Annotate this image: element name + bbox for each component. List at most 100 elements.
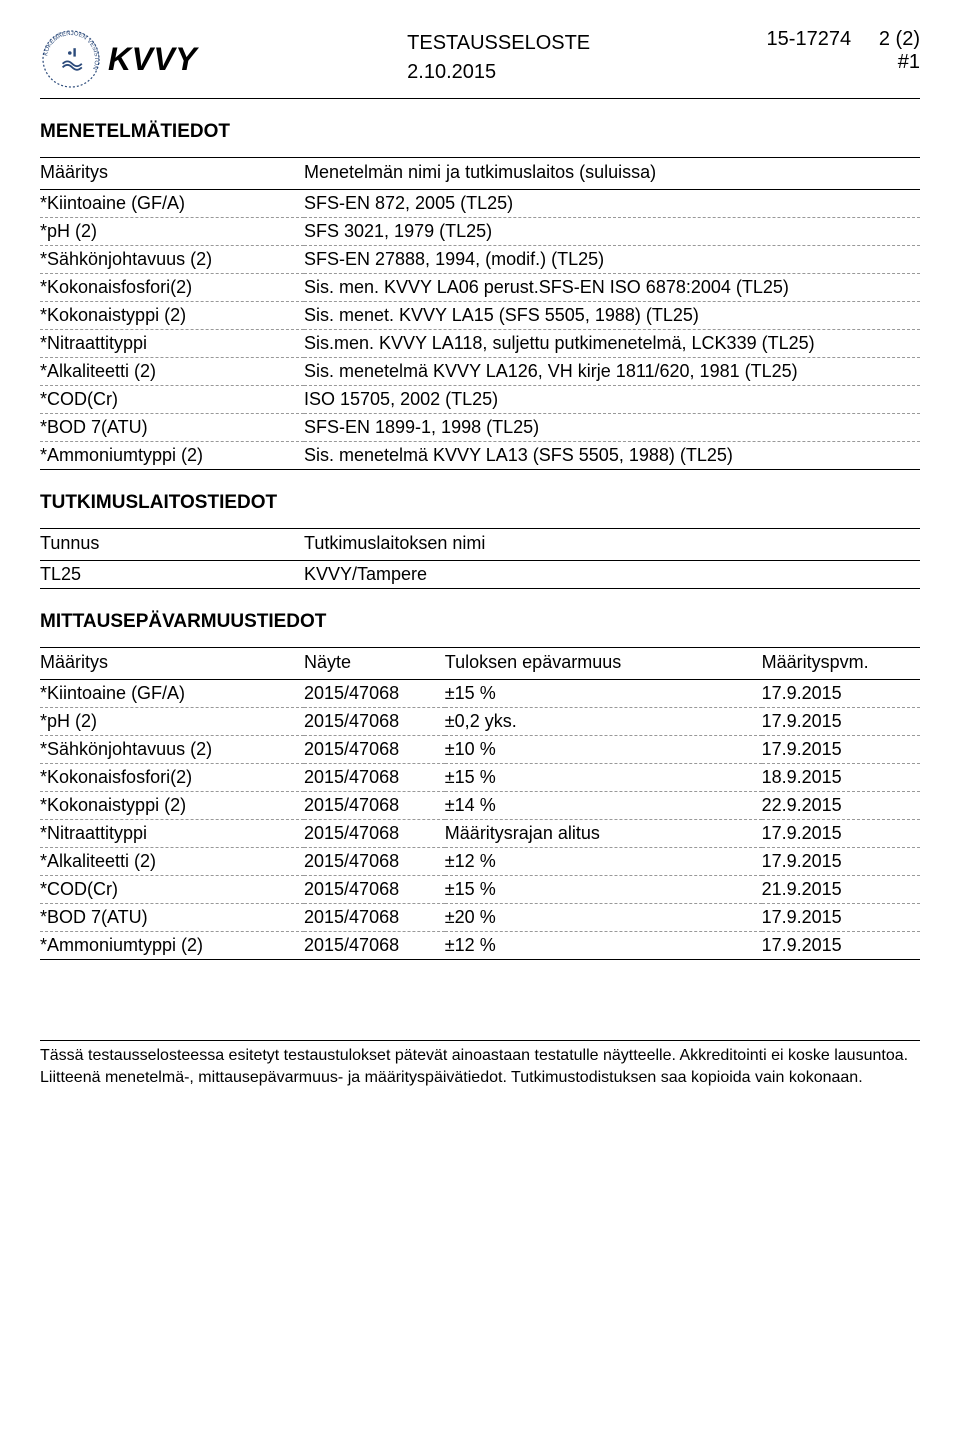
table-cell: 17.9.2015 bbox=[762, 680, 920, 708]
section-title-methods: MENETELMÄTIEDOT bbox=[40, 121, 920, 143]
document-number: 15-17274 bbox=[767, 28, 852, 50]
table-cell: *Nitraattityppi bbox=[40, 820, 304, 848]
table-cell: ±15 % bbox=[445, 764, 762, 792]
table-cell: SFS-EN 27888, 1994, (modif.) (TL25) bbox=[304, 246, 920, 274]
table-cell: *pH (2) bbox=[40, 218, 304, 246]
table-cell: *Nitraattityppi bbox=[40, 330, 304, 358]
header-rule bbox=[40, 98, 920, 99]
table-cell: 22.9.2015 bbox=[762, 792, 920, 820]
page-indicator: 2 (2) bbox=[879, 28, 920, 50]
table-cell: TL25 bbox=[40, 561, 304, 589]
table-cell: *BOD 7(ATU) bbox=[40, 904, 304, 932]
table-row: *BOD 7(ATU)2015/47068±20 %17.9.2015 bbox=[40, 904, 920, 932]
section-title-labs: TUTKIMUSLAITOSTIEDOT bbox=[40, 492, 920, 514]
table-row: *Nitraattityppi2015/47068Määritysrajan a… bbox=[40, 820, 920, 848]
table-cell: ±14 % bbox=[445, 792, 762, 820]
table-cell: 18.9.2015 bbox=[762, 764, 920, 792]
table-cell: *BOD 7(ATU) bbox=[40, 414, 304, 442]
table-cell: *Kokonaistyppi (2) bbox=[40, 302, 304, 330]
table-row: *Alkaliteetti (2)Sis. menetelmä KVVY LA1… bbox=[40, 358, 920, 386]
table-cell: 17.9.2015 bbox=[762, 848, 920, 876]
table-cell: ±12 % bbox=[445, 932, 762, 960]
table-row: *Kokonaistyppi (2)Sis. menet. KVVY LA15 … bbox=[40, 302, 920, 330]
header-right: 15-17274 2 (2) #1 bbox=[767, 28, 920, 74]
uncert-head-c1: Määritys bbox=[40, 648, 304, 680]
footer-line-2: Liitteenä menetelmä-, mittausepävarmuus-… bbox=[40, 1067, 920, 1089]
document-hash: #1 bbox=[767, 51, 920, 74]
table-cell: *Kiintoaine (GF/A) bbox=[40, 190, 304, 218]
table-row: *Ammoniumtyppi (2)2015/47068±12 %17.9.20… bbox=[40, 932, 920, 960]
table-cell: *COD(Cr) bbox=[40, 386, 304, 414]
table-cell: 2015/47068 bbox=[304, 932, 445, 960]
methods-head-left: Määritys bbox=[40, 158, 304, 190]
table-row: *BOD 7(ATU)SFS-EN 1899-1, 1998 (TL25) bbox=[40, 414, 920, 442]
table-cell: 2015/47068 bbox=[304, 680, 445, 708]
table-cell: Sis. menetelmä KVVY LA13 (SFS 5505, 1988… bbox=[304, 442, 920, 470]
seal-icon: KOKEMÄENJOEN VESISTÖN bbox=[40, 28, 102, 90]
uncert-head-c4: Määrityspvm. bbox=[762, 648, 920, 680]
table-cell: *Alkaliteetti (2) bbox=[40, 358, 304, 386]
table-cell: KVVY/Tampere bbox=[304, 561, 920, 589]
page-container: KOKEMÄENJOEN VESISTÖN KVVY TESTAUSSELOST… bbox=[0, 0, 960, 1128]
table-cell: 2015/47068 bbox=[304, 708, 445, 736]
table-cell: 17.9.2015 bbox=[762, 736, 920, 764]
table-row: *Kokonaistyppi (2)2015/47068±14 %22.9.20… bbox=[40, 792, 920, 820]
table-cell: ±10 % bbox=[445, 736, 762, 764]
table-cell: 2015/47068 bbox=[304, 904, 445, 932]
table-cell: *pH (2) bbox=[40, 708, 304, 736]
table-cell: SFS 3021, 1979 (TL25) bbox=[304, 218, 920, 246]
table-cell: 21.9.2015 bbox=[762, 876, 920, 904]
table-row: *COD(Cr)2015/47068±15 %21.9.2015 bbox=[40, 876, 920, 904]
table-row: *pH (2)SFS 3021, 1979 (TL25) bbox=[40, 218, 920, 246]
table-cell: Sis. menet. KVVY LA15 (SFS 5505, 1988) (… bbox=[304, 302, 920, 330]
table-row: *NitraattityppiSis.men. KVVY LA118, sulj… bbox=[40, 330, 920, 358]
table-row: *Kiintoaine (GF/A)2015/47068±15 %17.9.20… bbox=[40, 680, 920, 708]
footer: Tässä testausselosteessa esitetyt testau… bbox=[40, 1040, 920, 1088]
table-cell: 2015/47068 bbox=[304, 764, 445, 792]
header-center: TESTAUSSELOSTE 2.10.2015 bbox=[407, 32, 590, 84]
table-row: *pH (2)2015/47068±0,2 yks.17.9.2015 bbox=[40, 708, 920, 736]
table-cell: SFS-EN 1899-1, 1998 (TL25) bbox=[304, 414, 920, 442]
logo-block: KOKEMÄENJOEN VESISTÖN KVVY bbox=[40, 28, 197, 90]
table-cell: *Kokonaisfosfori(2) bbox=[40, 274, 304, 302]
uncert-head-c2: Näyte bbox=[304, 648, 445, 680]
document-title: TESTAUSSELOSTE bbox=[407, 32, 590, 55]
table-cell: Määritysrajan alitus bbox=[445, 820, 762, 848]
table-cell: *Alkaliteetti (2) bbox=[40, 848, 304, 876]
brand-text: KVVY bbox=[108, 41, 197, 78]
table-cell: 2015/47068 bbox=[304, 876, 445, 904]
table-cell: 17.9.2015 bbox=[762, 904, 920, 932]
labs-table: Tunnus Tutkimuslaitoksen nimi TL25KVVY/T… bbox=[40, 528, 920, 589]
table-row: *Sähkönjohtavuus (2)SFS-EN 27888, 1994, … bbox=[40, 246, 920, 274]
header: KOKEMÄENJOEN VESISTÖN KVVY TESTAUSSELOST… bbox=[40, 28, 920, 90]
footer-line-1: Tässä testausselosteessa esitetyt testau… bbox=[40, 1045, 920, 1067]
table-cell: ±15 % bbox=[445, 876, 762, 904]
table-cell: ±12 % bbox=[445, 848, 762, 876]
table-cell: 2015/47068 bbox=[304, 820, 445, 848]
table-cell: 2015/47068 bbox=[304, 736, 445, 764]
table-row: TL25KVVY/Tampere bbox=[40, 561, 920, 589]
table-row: *Sähkönjohtavuus (2)2015/47068±10 %17.9.… bbox=[40, 736, 920, 764]
table-cell: SFS-EN 872, 2005 (TL25) bbox=[304, 190, 920, 218]
table-cell: ISO 15705, 2002 (TL25) bbox=[304, 386, 920, 414]
table-cell: *Kokonaisfosfori(2) bbox=[40, 764, 304, 792]
labs-head-left: Tunnus bbox=[40, 529, 304, 561]
table-cell: 17.9.2015 bbox=[762, 820, 920, 848]
table-cell: ±20 % bbox=[445, 904, 762, 932]
document-date: 2.10.2015 bbox=[407, 61, 590, 84]
section-title-uncertainty: MITTAUSEPÄVARMUUSTIEDOT bbox=[40, 611, 920, 633]
uncert-head-c3: Tuloksen epävarmuus bbox=[445, 648, 762, 680]
table-row: *Kokonaisfosfori(2)2015/47068±15 %18.9.2… bbox=[40, 764, 920, 792]
table-row: *COD(Cr)ISO 15705, 2002 (TL25) bbox=[40, 386, 920, 414]
table-cell: *Kokonaistyppi (2) bbox=[40, 792, 304, 820]
table-cell: 17.9.2015 bbox=[762, 708, 920, 736]
table-row: *Kiintoaine (GF/A)SFS-EN 872, 2005 (TL25… bbox=[40, 190, 920, 218]
table-cell: *Ammoniumtyppi (2) bbox=[40, 442, 304, 470]
table-cell: Sis. menetelmä KVVY LA126, VH kirje 1811… bbox=[304, 358, 920, 386]
table-cell: *COD(Cr) bbox=[40, 876, 304, 904]
labs-tbody: TL25KVVY/Tampere bbox=[40, 561, 920, 589]
table-cell: *Sähkönjohtavuus (2) bbox=[40, 736, 304, 764]
table-row: *Ammoniumtyppi (2)Sis. menetelmä KVVY LA… bbox=[40, 442, 920, 470]
table-cell: 2015/47068 bbox=[304, 792, 445, 820]
labs-head-right: Tutkimuslaitoksen nimi bbox=[304, 529, 920, 561]
